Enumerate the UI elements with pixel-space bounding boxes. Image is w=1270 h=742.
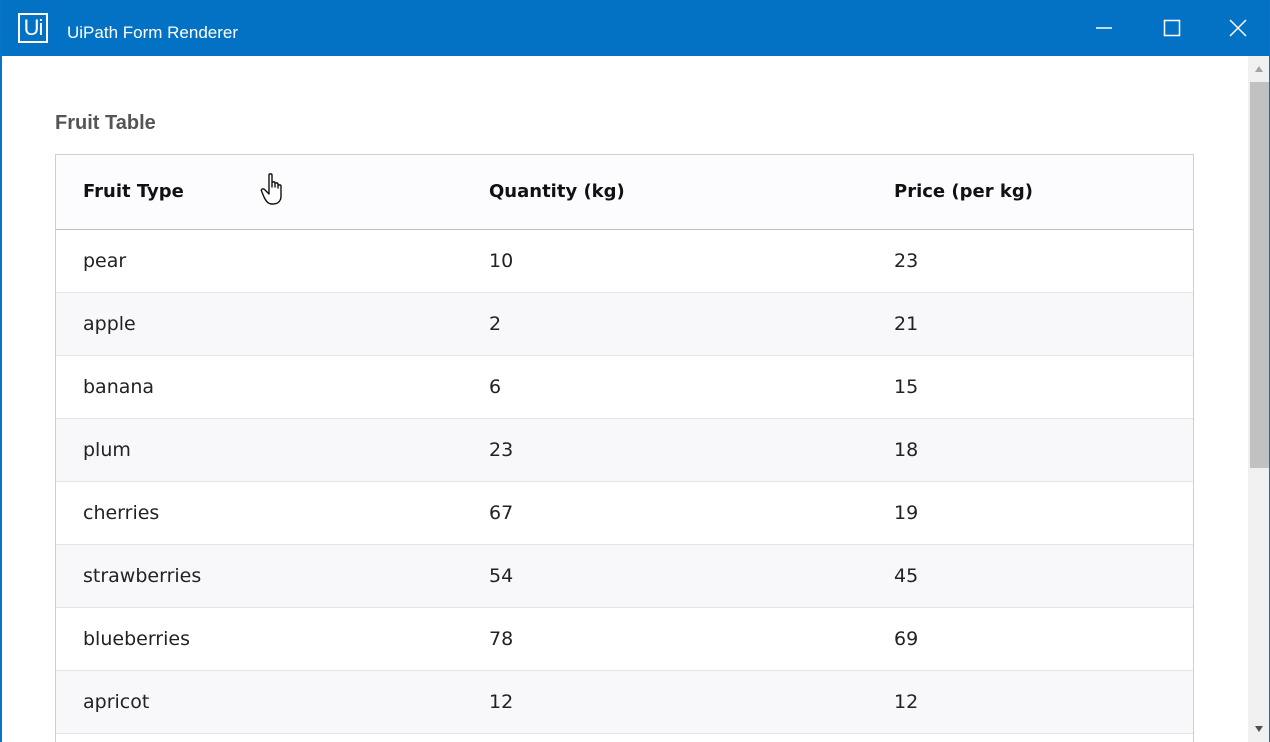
cell-price: 21 xyxy=(894,312,919,335)
cell-quantity: 10 xyxy=(489,249,514,272)
cell-quantity: 23 xyxy=(489,438,514,461)
minimize-button[interactable] xyxy=(1082,10,1126,46)
triangle-down-icon xyxy=(1255,726,1263,732)
cell-fruit-type: strawberries xyxy=(83,564,202,587)
cell-quantity: 54 xyxy=(489,564,514,587)
title-bar: Ui UiPath Form Renderer xyxy=(2,0,1269,56)
close-button[interactable] xyxy=(1216,10,1260,46)
scrollbar-thumb[interactable] xyxy=(1250,82,1269,468)
vertical-scrollbar[interactable] xyxy=(1248,56,1269,742)
column-header-price[interactable]: Price (per kg) xyxy=(894,181,1033,203)
column-header-quantity[interactable]: Quantity (kg) xyxy=(489,181,625,203)
cell-quantity xyxy=(462,733,867,742)
cell-fruit-type: banana xyxy=(83,375,155,398)
column-header-fruit-type[interactable]: Fruit Type xyxy=(83,181,184,203)
table-title: Fruit Table xyxy=(55,112,156,134)
maximize-icon xyxy=(1163,19,1181,37)
uipath-logo: Ui xyxy=(18,13,48,43)
cell-quantity: 6 xyxy=(489,375,502,398)
cell-fruit-type: apricot xyxy=(83,690,150,713)
minimize-icon xyxy=(1096,27,1112,29)
triangle-up-icon xyxy=(1255,66,1263,72)
cell-quantity: 67 xyxy=(489,501,514,524)
table-header-row: Fruit Type Quantity (kg) Price (per kg) xyxy=(56,155,1193,229)
cell-fruit-type: pear xyxy=(83,249,127,272)
fruit-table: Fruit Type Quantity (kg) Price (per kg) … xyxy=(55,154,1194,742)
cell-fruit-type xyxy=(56,733,462,742)
table-row[interactable]: apple 2 21 xyxy=(56,292,1193,355)
cell-fruit-type: apple xyxy=(83,312,136,335)
cell-price: 18 xyxy=(894,438,919,461)
cell-price xyxy=(867,733,1193,742)
form-content: Fruit Table Fruit Type Quantity (kg) Pri… xyxy=(2,56,1248,742)
scroll-down-button[interactable] xyxy=(1248,716,1269,742)
cell-price: 15 xyxy=(894,375,919,398)
cell-price: 12 xyxy=(894,690,919,713)
data-grid: Fruit Type Quantity (kg) Price (per kg) … xyxy=(56,155,1193,742)
cell-fruit-type: blueberries xyxy=(83,627,190,650)
cell-price: 45 xyxy=(894,564,919,587)
table-row[interactable]: apricot 12 12 xyxy=(56,670,1193,733)
window-title: UiPath Form Renderer xyxy=(67,23,239,42)
maximize-button[interactable] xyxy=(1150,10,1194,46)
table-row[interactable] xyxy=(56,733,1193,742)
table-row[interactable]: pear 10 23 xyxy=(56,229,1193,292)
close-icon xyxy=(1229,19,1247,37)
scroll-up-button[interactable] xyxy=(1248,56,1269,82)
table-row[interactable]: strawberries 54 45 xyxy=(56,544,1193,607)
table-row[interactable]: plum 23 18 xyxy=(56,418,1193,481)
cell-price: 69 xyxy=(894,627,919,650)
cell-price: 23 xyxy=(894,249,919,272)
cell-fruit-type: cherries xyxy=(83,501,160,524)
table-row[interactable]: cherries 67 19 xyxy=(56,481,1193,544)
cell-fruit-type: plum xyxy=(83,438,131,461)
cell-quantity: 78 xyxy=(489,627,514,650)
table-row[interactable]: blueberries 78 69 xyxy=(56,607,1193,670)
cell-price: 19 xyxy=(894,501,919,524)
cell-quantity: 2 xyxy=(489,312,502,335)
hand-pointer-icon xyxy=(260,173,282,205)
table-row[interactable]: banana 6 15 xyxy=(56,355,1193,418)
cell-quantity: 12 xyxy=(489,690,514,713)
